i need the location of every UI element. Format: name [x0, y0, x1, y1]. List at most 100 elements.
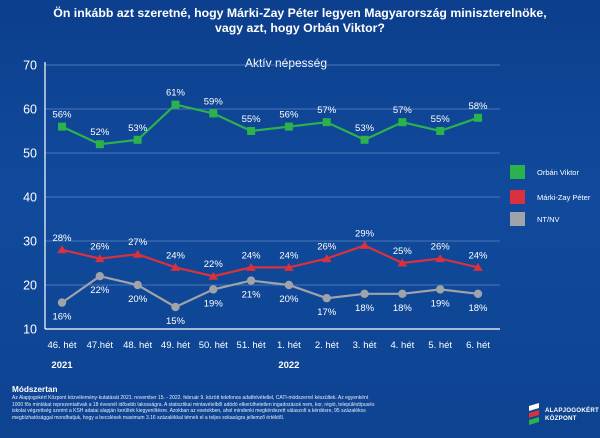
data-label: 53% — [128, 123, 148, 134]
data-point-orban — [284, 122, 293, 131]
logo-text: ALAPJOGOKÉRT KÖZPONT — [545, 407, 599, 423]
legend-label-orban: Orbán Viktor — [537, 168, 579, 177]
methodology-line: iskolai végzettség szerint a KSH adatai … — [12, 408, 366, 414]
title-line-2: vagy azt, hogy Orbán Viktor? — [215, 21, 385, 35]
data-point-mzp — [321, 254, 332, 263]
year-label: 2021 — [51, 360, 73, 371]
data-label: 55% — [431, 114, 451, 125]
data-label: 16% — [52, 312, 72, 323]
x-tick-label: 3. hét — [353, 340, 377, 351]
y-tick-label: 40 — [23, 191, 37, 205]
data-point-mzp — [473, 262, 483, 271]
x-tick-label: 46. hét — [47, 340, 76, 351]
data-label: 22% — [90, 285, 110, 296]
data-point-ntnv — [435, 285, 445, 294]
data-point-orban — [436, 127, 445, 135]
data-label: 19% — [431, 298, 451, 309]
data-point-orban — [322, 118, 331, 127]
x-tick-label: 4. hét — [390, 340, 414, 351]
methodology-line: 1000 fős mintákat reprezentatívak a 18 é… — [12, 401, 375, 408]
data-point-orban — [474, 113, 482, 122]
data-label: 26% — [431, 242, 451, 253]
x-tick-label: 51. hét — [237, 340, 266, 351]
data-point-ntnv — [246, 276, 256, 285]
methodology-heading: Módszertan — [12, 385, 58, 394]
title-line-1: Ön inkább azt szeretné, hogy Márki-Zay P… — [53, 6, 547, 20]
methodology-line: Az Alapjogokért Központ közvélemény-kuta… — [12, 395, 369, 401]
data-label: 17% — [317, 307, 337, 318]
data-point-mzp — [359, 240, 370, 249]
data-label: 25% — [393, 246, 413, 257]
data-label: 24% — [279, 250, 299, 261]
data-point-ntnv — [95, 272, 105, 281]
series-line-orban — [61, 103, 479, 146]
data-point-ntnv — [398, 289, 407, 298]
data-label: 24% — [166, 250, 186, 261]
data-label: 18% — [355, 303, 375, 314]
x-tick-label: 48. hét — [123, 340, 152, 351]
data-point-ntnv — [171, 302, 180, 312]
legend-label-mzp: Márki-Zay Péter — [537, 193, 591, 202]
x-tick-label: 6. hét — [466, 340, 490, 351]
data-label: 53% — [355, 123, 375, 134]
logo-text-line-1: ALAPJOGOKÉRT — [545, 407, 599, 414]
x-tick-label: 49. hét — [161, 340, 190, 351]
data-point-ntnv — [284, 280, 294, 290]
y-tick-label: 60 — [23, 103, 37, 117]
data-label: 18% — [393, 303, 413, 314]
x-tick-label: 2. hét — [315, 340, 339, 351]
methodology-line: megbízhatósággal mondhatjuk, hogy a becs… — [12, 414, 285, 421]
data-point-orban — [247, 127, 256, 135]
data-point-mzp — [397, 258, 408, 267]
y-tick-label: 10 — [23, 323, 37, 337]
data-point-orban — [171, 100, 180, 109]
data-point-ntnv — [322, 294, 331, 303]
legend-swatch-orban — [510, 165, 525, 179]
x-tick-label: 50. hét — [199, 340, 228, 351]
data-label: 26% — [317, 242, 337, 253]
data-point-mzp — [284, 262, 294, 271]
x-tick-label: 1. hét — [277, 340, 301, 351]
chart-subtitle: Aktív népesség — [245, 56, 327, 70]
data-label: 56% — [52, 110, 72, 121]
y-tick-label: 20 — [23, 279, 37, 293]
data-point-ntnv — [57, 298, 67, 307]
data-label: 55% — [242, 114, 262, 125]
data-label: 59% — [204, 96, 224, 107]
data-point-mzp — [57, 245, 67, 254]
data-label: 24% — [242, 250, 262, 261]
x-tick-label: 5. hét — [428, 340, 452, 351]
methodology-text: Az Alapjogokért Központ közvélemény-kuta… — [12, 395, 527, 421]
data-point-ntnv — [133, 280, 142, 290]
data-label: 28% — [52, 233, 72, 244]
data-label: 52% — [90, 127, 110, 138]
data-point-orban — [360, 135, 369, 144]
data-point-mzp — [95, 254, 105, 263]
alapjogokert-logo: ALAPJOGOKÉRT KÖZPONT — [526, 398, 599, 432]
data-point-orban — [209, 109, 218, 118]
y-tick-label: 70 — [23, 59, 37, 73]
data-label: 21% — [242, 290, 262, 301]
data-point-mzp — [170, 262, 181, 271]
data-label: 56% — [279, 110, 299, 121]
y-tick-label: 50 — [23, 147, 37, 161]
data-point-orban — [133, 135, 142, 144]
data-label: 22% — [204, 259, 224, 270]
y-tick-label: 30 — [23, 235, 37, 249]
data-point-mzp — [132, 249, 143, 258]
data-label: 19% — [204, 298, 224, 309]
data-label: 61% — [166, 88, 186, 99]
data-label: 57% — [393, 105, 413, 116]
data-label: 57% — [317, 105, 337, 116]
data-point-orban — [398, 118, 407, 127]
data-label: 58% — [468, 101, 488, 112]
data-label: 15% — [166, 316, 186, 327]
data-point-mzp — [208, 271, 219, 280]
legend-label-ntnv: NT/NV — [537, 215, 560, 224]
legend-swatch-mzp — [510, 190, 525, 204]
data-point-mzp — [246, 262, 256, 271]
logo-text-line-2: KÖZPONT — [545, 415, 577, 422]
series-line-ntnv — [61, 275, 479, 309]
year-label: 2022 — [278, 360, 299, 371]
